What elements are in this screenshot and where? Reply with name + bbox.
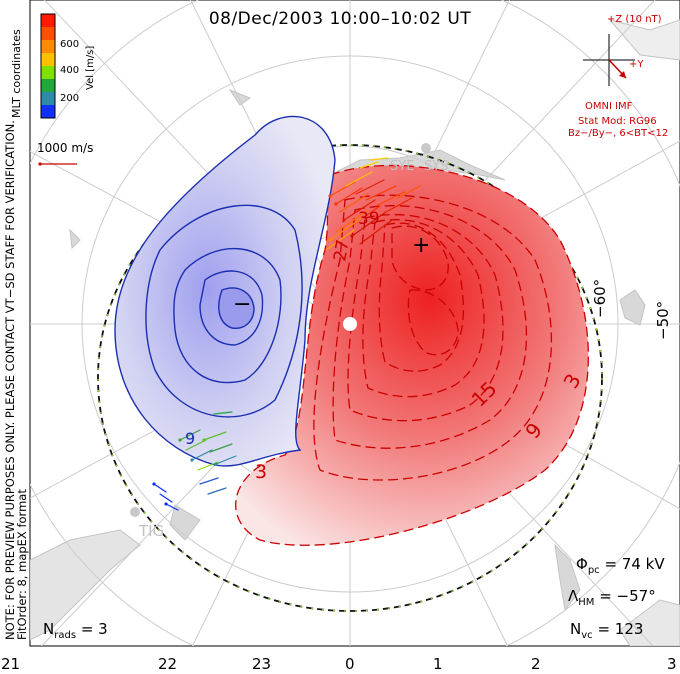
hm-boundary-latitude: ΛHM = −57° [568, 587, 656, 608]
imf-clock [583, 34, 635, 86]
vector [213, 411, 233, 415]
imf-y-label: +Y [629, 59, 644, 70]
vector [179, 429, 201, 441]
vector [345, 171, 373, 187]
hm-boundary-markers [97, 144, 603, 612]
vector [329, 181, 356, 197]
positive-potential-cell [199, 164, 589, 546]
coordinate-system-label: MLT coordinates [10, 29, 23, 118]
contour-label: 9 [185, 429, 195, 448]
vector [335, 187, 363, 205]
colorbar-tick: 600 [60, 39, 79, 50]
phi-subscript: pc [587, 565, 600, 576]
fit-order-text: FitOrder: 8, mapEX format [15, 489, 29, 640]
mlt-tick: 21 [1, 655, 21, 673]
n-symbol: N [570, 620, 582, 638]
imf-source: OMNI IMF [585, 101, 633, 112]
vector-count: Nvc = 123 [570, 620, 643, 641]
colorbar-label: Vel [m/s] [85, 46, 96, 90]
station-label: SYS [424, 159, 448, 174]
reference-vector-origin [38, 162, 42, 166]
station-label: TIG [138, 522, 164, 540]
vector [369, 157, 389, 161]
mlt-tick: 3 [667, 655, 677, 673]
vector [209, 443, 233, 453]
vector [215, 455, 237, 465]
nvc-subscript: vc [581, 630, 593, 641]
potential-max-marker: + [412, 233, 430, 258]
vector [397, 185, 421, 199]
lambda-value: = −57° [599, 587, 656, 605]
vector [359, 219, 393, 245]
magnetic-pole-marker [343, 317, 357, 331]
vector [325, 229, 355, 251]
vector [351, 211, 387, 237]
preview-note: NOTE: FOR PREVIEW PURPOSES ONLY. PLEASE … [3, 60, 29, 640]
vector [207, 487, 227, 495]
contour-label: 3 [255, 461, 267, 483]
vector [365, 185, 397, 201]
lat-label-60: −60° [591, 279, 609, 318]
contour-label: 27 [330, 238, 353, 263]
reference-vector-label: 1000 m/s [37, 141, 93, 155]
colorbar-ticks: 600 400 200 [60, 39, 79, 104]
vector [355, 179, 385, 195]
vector-origins [152, 194, 354, 506]
mlt-tick: 23 [252, 655, 272, 673]
lambda-symbol: Λ [568, 587, 579, 605]
stat-model: Stat Mod: RG96 [578, 116, 657, 127]
negative-potential-cell [114, 115, 336, 467]
map-title: 08/Dec/2003 10:00–10:02 UT [208, 9, 472, 29]
velocity-vectors [153, 157, 421, 511]
radar-count: Nrads = 3 [43, 620, 108, 641]
nvc-value: = 123 [597, 620, 644, 638]
imf-condition: Bz−/By−, 6<BT<12 [568, 128, 668, 139]
vector [335, 209, 369, 233]
nrads-subscript: rads [54, 630, 77, 641]
vector [191, 449, 213, 461]
mlt-tick: 22 [158, 655, 178, 673]
vector [329, 217, 363, 241]
mlt-tick: 1 [433, 655, 443, 673]
radar-stations: SYE SYS TIG [130, 143, 448, 540]
phi-value: = 74 kV [604, 555, 665, 573]
colorbar-tick: 200 [60, 93, 79, 104]
mlt-tick: 2 [531, 655, 541, 673]
imf-z-label: +Z (10 nT) [607, 14, 662, 25]
n-symbol: N [43, 620, 55, 638]
imf-labels: +Z (10 nT) +Y OMNI IMF Stat Mod: RG96 Bz… [568, 14, 668, 139]
station-label: SYE [390, 159, 414, 174]
potential-min-marker: − [233, 292, 251, 317]
vector [199, 477, 219, 485]
colorbar [40, 13, 56, 119]
lat-label-50: −50° [654, 301, 672, 340]
mlt-tick: 0 [345, 655, 355, 673]
vector [203, 431, 227, 441]
vector [185, 439, 207, 451]
contour-label: 39 [358, 209, 380, 229]
vector [153, 483, 167, 493]
vector [339, 193, 369, 213]
lambda-subscript: HM [578, 597, 595, 608]
vector [375, 191, 405, 207]
vector [343, 199, 376, 221]
vector [165, 503, 179, 511]
colorbar-tick: 400 [60, 65, 79, 76]
cross-polar-potential: Φpc = 74 kV [576, 555, 665, 576]
vector [359, 161, 379, 169]
vector [159, 493, 173, 503]
nrads-value: = 3 [80, 620, 108, 638]
vector [385, 197, 413, 213]
phi-symbol: Φ [576, 555, 588, 573]
